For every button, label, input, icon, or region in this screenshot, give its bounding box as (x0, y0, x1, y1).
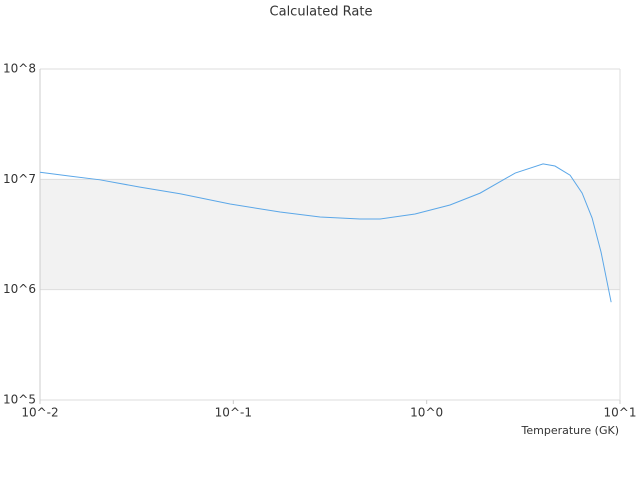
x-axis-label: Temperature (GK) (521, 424, 620, 437)
x-tick-label: 10^1 (604, 406, 637, 420)
data-line (39, 163, 612, 303)
y-tick-label: 10^7 (3, 172, 36, 186)
x-tick-label: 10^0 (410, 406, 443, 420)
x-tick-label: 10^-2 (21, 406, 58, 420)
chart-title: Calculated Rate (270, 5, 373, 20)
y-tick-label: 10^5 (3, 393, 36, 407)
shaded-band (40, 179, 620, 290)
y-tick-label: 10^6 (3, 282, 36, 296)
x-tick-label: 10^-1 (215, 406, 252, 420)
y-tick-label: 10^8 (3, 62, 36, 76)
